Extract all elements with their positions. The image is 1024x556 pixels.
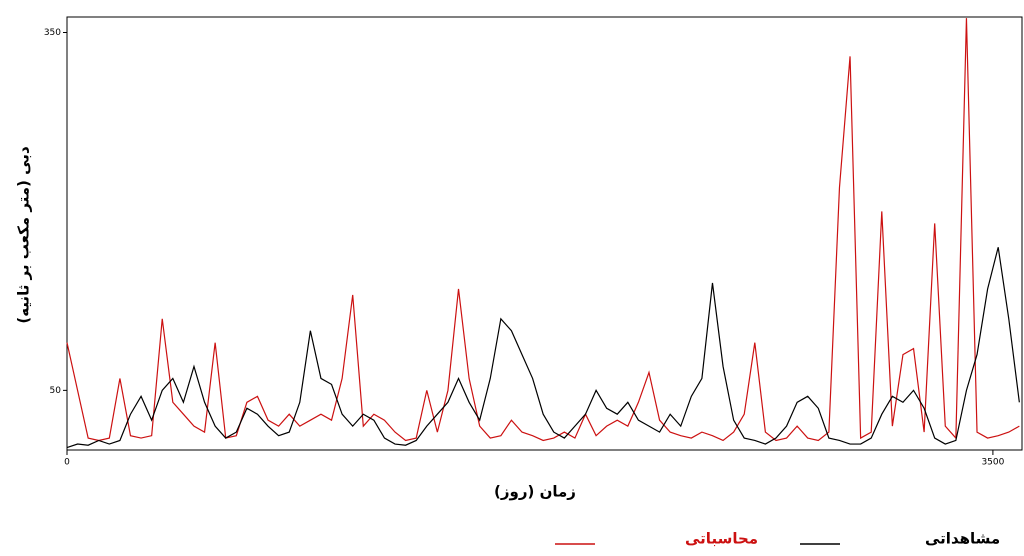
legend-label: مشاهداتی — [925, 530, 1000, 548]
plot-frame — [66, 16, 1023, 451]
legend-label: محاسباتی — [685, 530, 758, 548]
x-axis-title: زمان (روز) — [494, 483, 576, 501]
y-tick-label: 50 — [50, 386, 62, 396]
data-line — [66, 18, 1020, 442]
y-axis-title: دبی (متر مکعب بر ثانیه) — [15, 146, 33, 324]
x-tick-label: 0 — [64, 458, 70, 468]
y-tick-label: 350 — [44, 28, 61, 38]
data-line — [66, 247, 1020, 449]
x-tick-label: 3500 — [981, 458, 1004, 468]
